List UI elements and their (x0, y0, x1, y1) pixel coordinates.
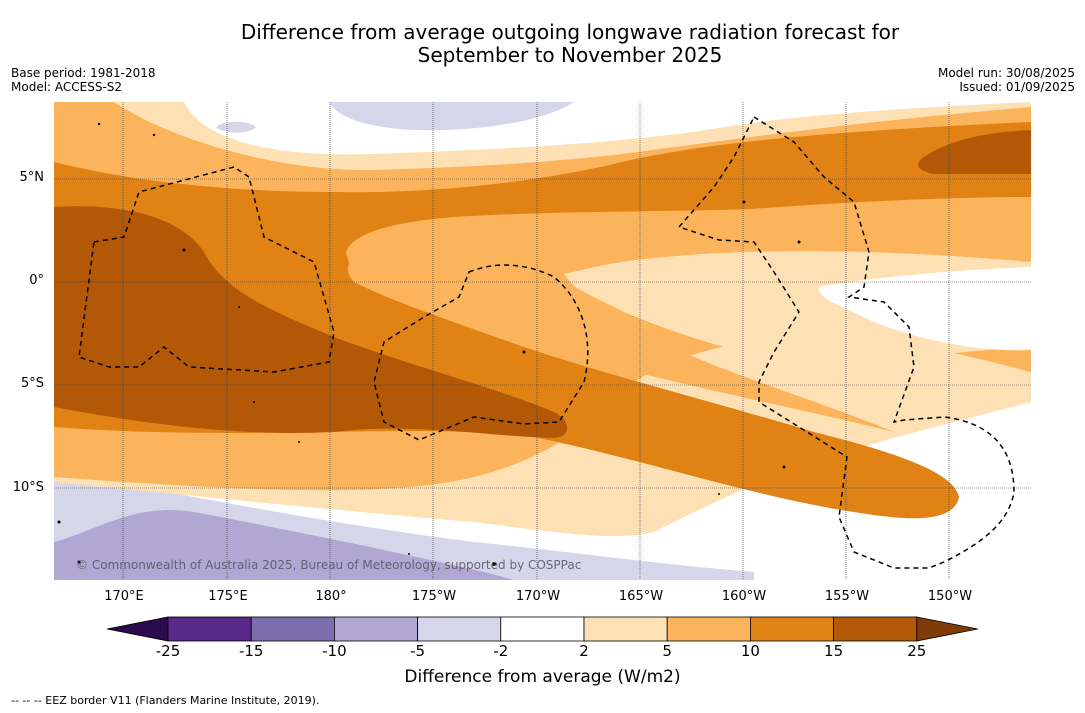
model-run: Model run: 30/08/2025 (937, 66, 1075, 80)
map-title: Difference from average outgoing longwav… (0, 21, 1085, 67)
eez-footnote: -- -- -- EEZ border V11 (Flanders Marine… (11, 694, 320, 707)
lon-label-155w: 155°W (824, 589, 870, 604)
anomaly-map (54, 102, 1031, 580)
colorbar-tick-label: -10 (322, 642, 347, 660)
lat-label-5n: 5°N (19, 170, 45, 185)
band-neg-5-patch (216, 121, 256, 133)
colorbar-swatch-3 (333, 616, 418, 642)
colorbar-swatch-1 (167, 616, 252, 642)
colorbar-tick-label: 10 (740, 642, 760, 660)
islands (57, 122, 801, 566)
band-15-25-ne (918, 130, 1031, 174)
title-line-2: September to November 2025 (417, 43, 723, 67)
lon-label-175e: 175°E (208, 589, 248, 604)
colorbar-swatch-extend-low (107, 616, 169, 642)
lon-label-150w: 150°W (927, 589, 973, 604)
issued-date: Issued: 01/09/2025 (959, 80, 1075, 94)
band-15-25 (54, 206, 568, 438)
colorbar-tick-label: -2 (493, 642, 509, 660)
lon-label-170e: 170°E (104, 589, 144, 604)
eez-borders (78, 115, 1015, 569)
colorbar-title: Difference from average (W/m2) (404, 667, 681, 687)
band-neg-5-top (329, 102, 574, 131)
band-5-10-centre (346, 197, 1031, 432)
colorbar-swatch-5 (500, 616, 585, 642)
gridlines (54, 102, 1031, 580)
lon-label-170w: 170°W (515, 589, 561, 604)
colorbar-tick-label: -5 (410, 642, 426, 660)
lon-label-180: 180° (315, 589, 347, 604)
colorbar-swatch-2 (250, 616, 335, 642)
model-name: Model: ACCESS-S2 (11, 80, 123, 94)
title-line-1: Difference from average outgoing longwav… (240, 20, 900, 44)
colorbar-swatches (107, 616, 978, 642)
base-period: Base period: 1981-2018 (11, 66, 156, 80)
meta-right: Model run: 30/08/2025 Issued: 01/09/2025 (938, 66, 1075, 94)
lon-label-165w: 165°W (618, 589, 664, 604)
colorbar-swatch-8 (750, 616, 835, 642)
meta-left: Base period: 1981-2018 Model: ACCESS-S2 (11, 66, 156, 94)
copyright-notice: © Commonwealth of Australia 2025, Bureau… (76, 558, 582, 572)
lon-label-160w: 160°W (721, 589, 767, 604)
lat-label-5s: 5°S (20, 376, 44, 391)
band-neg-10-bottom (54, 509, 514, 580)
lat-label-0: 0° (29, 273, 44, 288)
colorbar-swatch-4 (417, 616, 502, 642)
colorbar-swatch-extend-high (916, 616, 978, 642)
lat-label-10s: 10°S (12, 480, 44, 495)
colorbar-tick-label: 25 (907, 642, 927, 660)
band-white-centre (818, 267, 1031, 351)
colorbar-swatch-6 (583, 616, 668, 642)
colorbar-tick-label: -15 (238, 642, 264, 660)
lon-label-175w: 175°W (411, 589, 457, 604)
colorbar-tick-label: 2 (579, 642, 589, 660)
colorbar-tick-label: 5 (662, 642, 672, 660)
colorbar-swatch-7 (666, 616, 751, 642)
colorbar-swatch-9 (833, 616, 918, 642)
colorbar (107, 616, 978, 642)
colorbar-tick-label: -25 (155, 642, 181, 660)
colorbar-tick-label: 15 (824, 642, 844, 660)
